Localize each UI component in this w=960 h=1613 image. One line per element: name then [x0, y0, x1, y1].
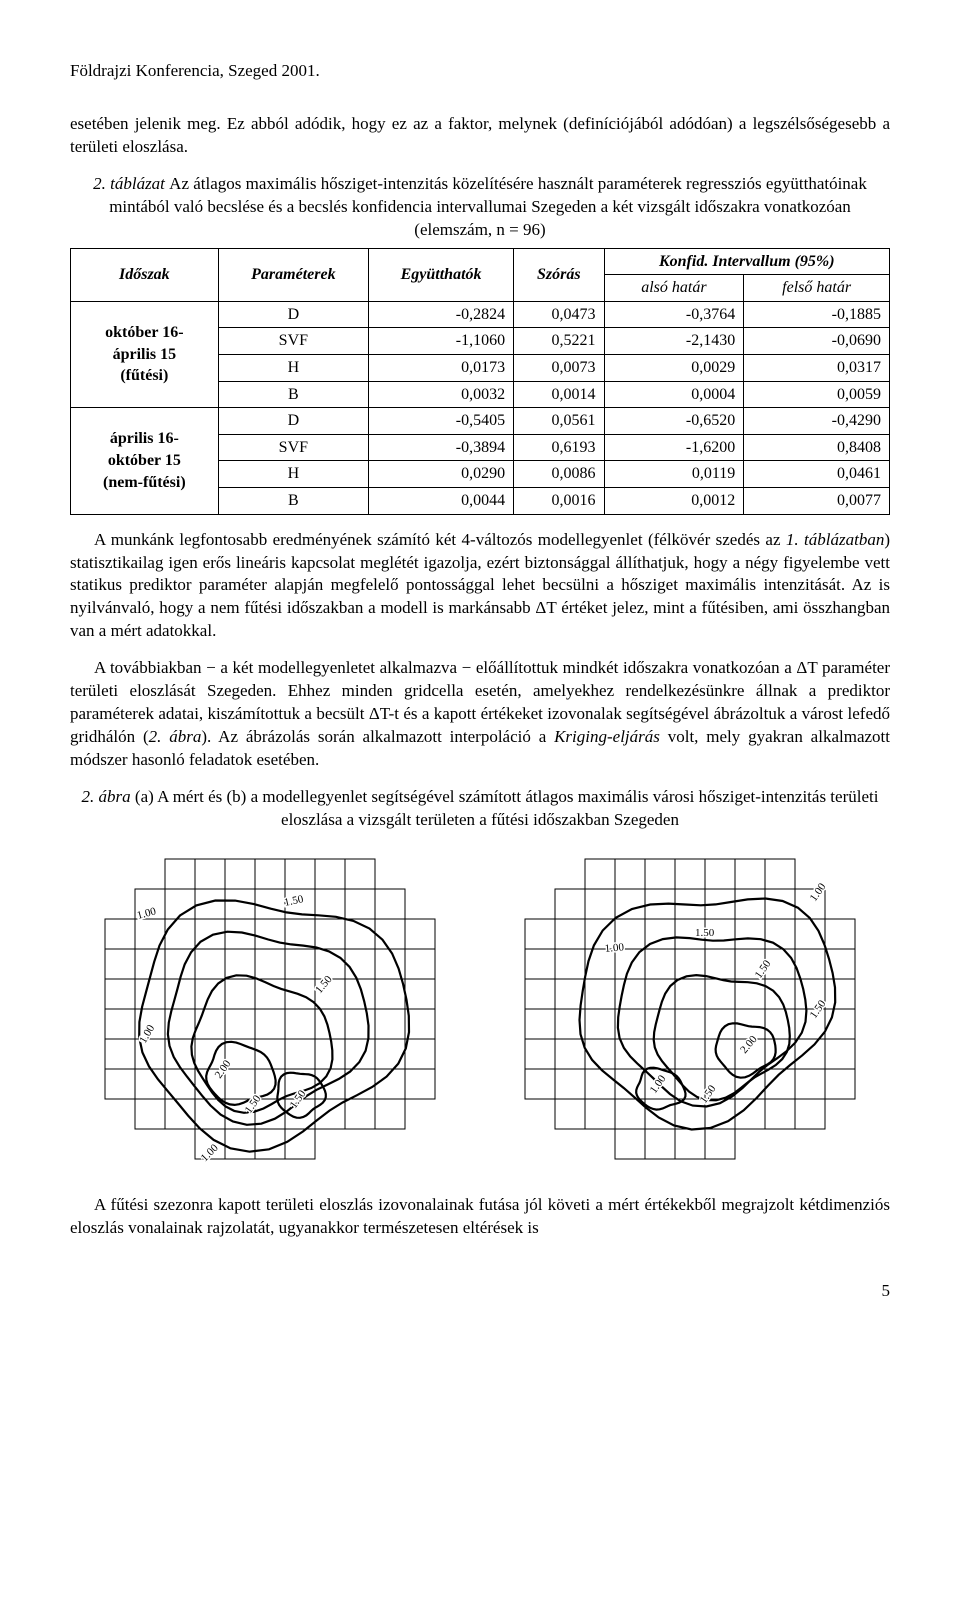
cell: -2,1430 — [604, 328, 744, 355]
cell: 0,0561 — [514, 408, 604, 435]
period-label: április 16-október 15(nem-fűtési) — [71, 408, 219, 514]
figure-caption: 2. ábra (a) A mért és (b) a modellegyenl… — [70, 786, 890, 832]
cell: -0,5405 — [369, 408, 514, 435]
col-lower: alsó határ — [604, 275, 744, 302]
cell: -0,1885 — [744, 301, 890, 328]
figure-panel-a: 1.001.501.501.002.001.501.501.00 — [90, 844, 450, 1174]
figure-caption-text: (a) A mért és (b) a modellegyenlet segít… — [135, 787, 879, 829]
cell: 0,0077 — [744, 487, 890, 514]
cell: -0,3764 — [604, 301, 744, 328]
cell: 0,0173 — [369, 355, 514, 382]
paragraph-method: A továbbiakban − a két modellegyenletet … — [70, 657, 890, 772]
svg-text:2.00: 2.00 — [738, 1033, 760, 1056]
svg-text:1.50: 1.50 — [283, 893, 305, 909]
cell: 0,0119 — [604, 461, 744, 488]
regression-table: Időszak Paraméterek Együtthatók Szórás K… — [70, 248, 890, 515]
cell: -1,6200 — [604, 434, 744, 461]
table-caption-text: Az átlagos maximális hősziget-intenzitás… — [109, 174, 867, 239]
cell: D — [218, 408, 368, 435]
cell: 0,5221 — [514, 328, 604, 355]
figure-number: 2. ábra — [82, 787, 135, 806]
cell: D — [218, 301, 368, 328]
cell: 0,0086 — [514, 461, 604, 488]
page-number: 5 — [70, 1280, 890, 1303]
cell: 0,0290 — [369, 461, 514, 488]
cell: H — [218, 355, 368, 382]
running-header: Földrajzi Konferencia, Szeged 2001. — [70, 60, 890, 83]
cell: 0,0012 — [604, 487, 744, 514]
table-caption: 2. táblázat Az átlagos maximális hőszige… — [70, 173, 890, 242]
svg-text:1.50: 1.50 — [753, 957, 774, 980]
cell: -0,3894 — [369, 434, 514, 461]
cell: 0,0317 — [744, 355, 890, 382]
cell: H — [218, 461, 368, 488]
col-coeffs: Együtthatók — [369, 248, 514, 301]
svg-text:1.50: 1.50 — [313, 973, 335, 996]
cell: -0,0690 — [744, 328, 890, 355]
col-period: Időszak — [71, 248, 219, 301]
cell: B — [218, 487, 368, 514]
table-number: 2. táblázat — [93, 174, 169, 193]
cell: 0,0473 — [514, 301, 604, 328]
cell: SVF — [218, 434, 368, 461]
cell: 0,0044 — [369, 487, 514, 514]
col-upper: felső határ — [744, 275, 890, 302]
svg-text:1.50: 1.50 — [698, 1082, 719, 1105]
period-label: október 16-április 15(fűtési) — [71, 301, 219, 407]
cell: B — [218, 381, 368, 408]
cell: -0,2824 — [369, 301, 514, 328]
cell: 0,0029 — [604, 355, 744, 382]
paragraph-results: A munkánk legfontosabb eredményének szám… — [70, 529, 890, 644]
svg-text:1.00: 1.00 — [199, 1141, 221, 1163]
cell: 0,0016 — [514, 487, 604, 514]
cell: -0,6520 — [604, 408, 744, 435]
figure-row: 1.001.501.501.002.001.501.501.00 1.001.5… — [70, 844, 890, 1174]
cell: 0,0461 — [744, 461, 890, 488]
cell: 0,0073 — [514, 355, 604, 382]
cell: 0,0032 — [369, 381, 514, 408]
figure-panel-b: 1.001.501.001.501.502.001.001.50 — [510, 844, 870, 1174]
svg-text:1.00: 1.00 — [808, 880, 829, 903]
cell: 0,6193 — [514, 434, 604, 461]
cell: 0,0059 — [744, 381, 890, 408]
svg-text:1.00: 1.00 — [604, 941, 625, 955]
svg-text:1.50: 1.50 — [695, 927, 715, 939]
paragraph-closing: A fűtési szezonra kapott területi eloszl… — [70, 1194, 890, 1240]
col-params: Paraméterek — [218, 248, 368, 301]
cell: 0,0004 — [604, 381, 744, 408]
cell: 0,0014 — [514, 381, 604, 408]
col-sd: Szórás — [514, 248, 604, 301]
paragraph-intro: esetében jelenik meg. Ez abból adódik, h… — [70, 113, 890, 159]
cell: SVF — [218, 328, 368, 355]
col-conf: Konfid. Intervallum (95%) — [604, 248, 889, 275]
cell: 0,8408 — [744, 434, 890, 461]
cell: -0,4290 — [744, 408, 890, 435]
cell: -1,1060 — [369, 328, 514, 355]
